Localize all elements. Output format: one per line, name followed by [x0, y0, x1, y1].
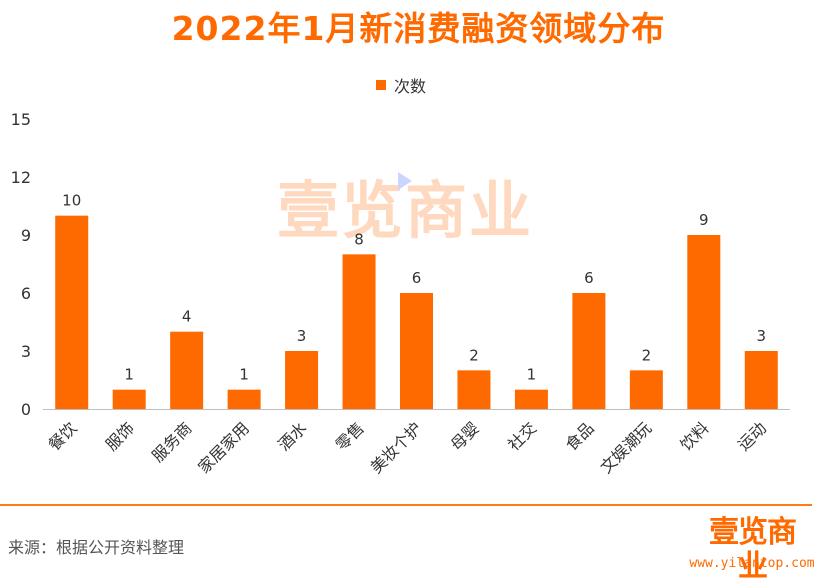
data-label-2: 4 — [182, 308, 192, 326]
data-label-11: 9 — [699, 211, 709, 229]
category-label-1: 服饰 — [102, 418, 138, 454]
category-label-9: 食品 — [562, 418, 598, 454]
data-label-6: 6 — [412, 269, 422, 287]
category-label-7: 母婴 — [447, 418, 483, 454]
category-label-4: 酒水 — [274, 418, 310, 454]
bar-chart: 壹览商业 次数 0 3 6 9 12 15 10 1 4 1 3 8 6 2 1 6 2 9 3 餐饮 服饰 服务商家… — [11, 77, 790, 477]
bar-2 — [170, 331, 204, 409]
data-label-8: 1 — [527, 366, 537, 384]
play-icon — [398, 172, 412, 190]
bar-6 — [400, 293, 433, 409]
category-label-12: 运动 — [734, 418, 770, 454]
data-label-4: 3 — [297, 327, 307, 345]
bar-7 — [457, 370, 491, 409]
y-tick-label: 3 — [21, 342, 31, 361]
watermark: 壹览商业 — [277, 172, 533, 247]
y-tick-label: 0 — [21, 400, 31, 419]
bars — [55, 215, 778, 409]
data-label-10: 2 — [642, 346, 652, 364]
legend-swatch — [376, 80, 386, 90]
y-tick-label: 9 — [21, 226, 31, 245]
source-note: 来源：根据公开资料整理 — [8, 538, 185, 557]
bar-4 — [285, 351, 319, 409]
bar-8 — [514, 389, 548, 409]
watermark-text: 壹览商业 — [277, 174, 533, 247]
category-label-8: 社交 — [504, 418, 540, 454]
bar-1 — [112, 389, 146, 409]
bar-0 — [55, 215, 89, 409]
data-label-9: 6 — [584, 269, 594, 287]
data-label-3: 1 — [239, 366, 249, 384]
data-labels: 10 1 4 1 3 8 6 2 1 6 2 9 3 — [62, 192, 766, 384]
category-label-2: 服务商 — [148, 418, 195, 465]
footer-logo: 壹览商业 — [709, 515, 797, 584]
footer-divider — [0, 504, 812, 506]
bar-9 — [572, 293, 606, 409]
legend: 次数 — [376, 77, 426, 96]
bar-10 — [629, 370, 663, 409]
bar-5 — [342, 254, 376, 409]
bar-12 — [744, 351, 778, 409]
category-label-10: 文娱潮玩 — [596, 418, 655, 477]
legend-label: 次数 — [394, 77, 426, 96]
category-label-11: 饮料 — [677, 418, 713, 454]
category-label-3: 家居家用 — [194, 418, 253, 477]
y-tick-label: 15 — [11, 110, 31, 129]
footer-url[interactable]: www.yilantop.com — [689, 556, 815, 571]
y-tick-label: 6 — [21, 284, 31, 303]
data-label-12: 3 — [756, 327, 766, 345]
data-label-0: 10 — [62, 192, 81, 210]
y-tick-label: 12 — [11, 168, 31, 187]
chart-title: 2022年1月新消费融资领域分布 — [171, 9, 666, 48]
bar-11 — [687, 235, 721, 409]
bar-3 — [227, 389, 261, 409]
data-label-7: 2 — [469, 346, 479, 364]
category-label-0: 餐饮 — [44, 418, 80, 454]
category-label-5: 零售 — [332, 418, 368, 454]
data-label-5: 8 — [354, 230, 364, 248]
data-label-1: 1 — [124, 366, 134, 384]
category-label-6: 美妆个护 — [367, 418, 426, 477]
